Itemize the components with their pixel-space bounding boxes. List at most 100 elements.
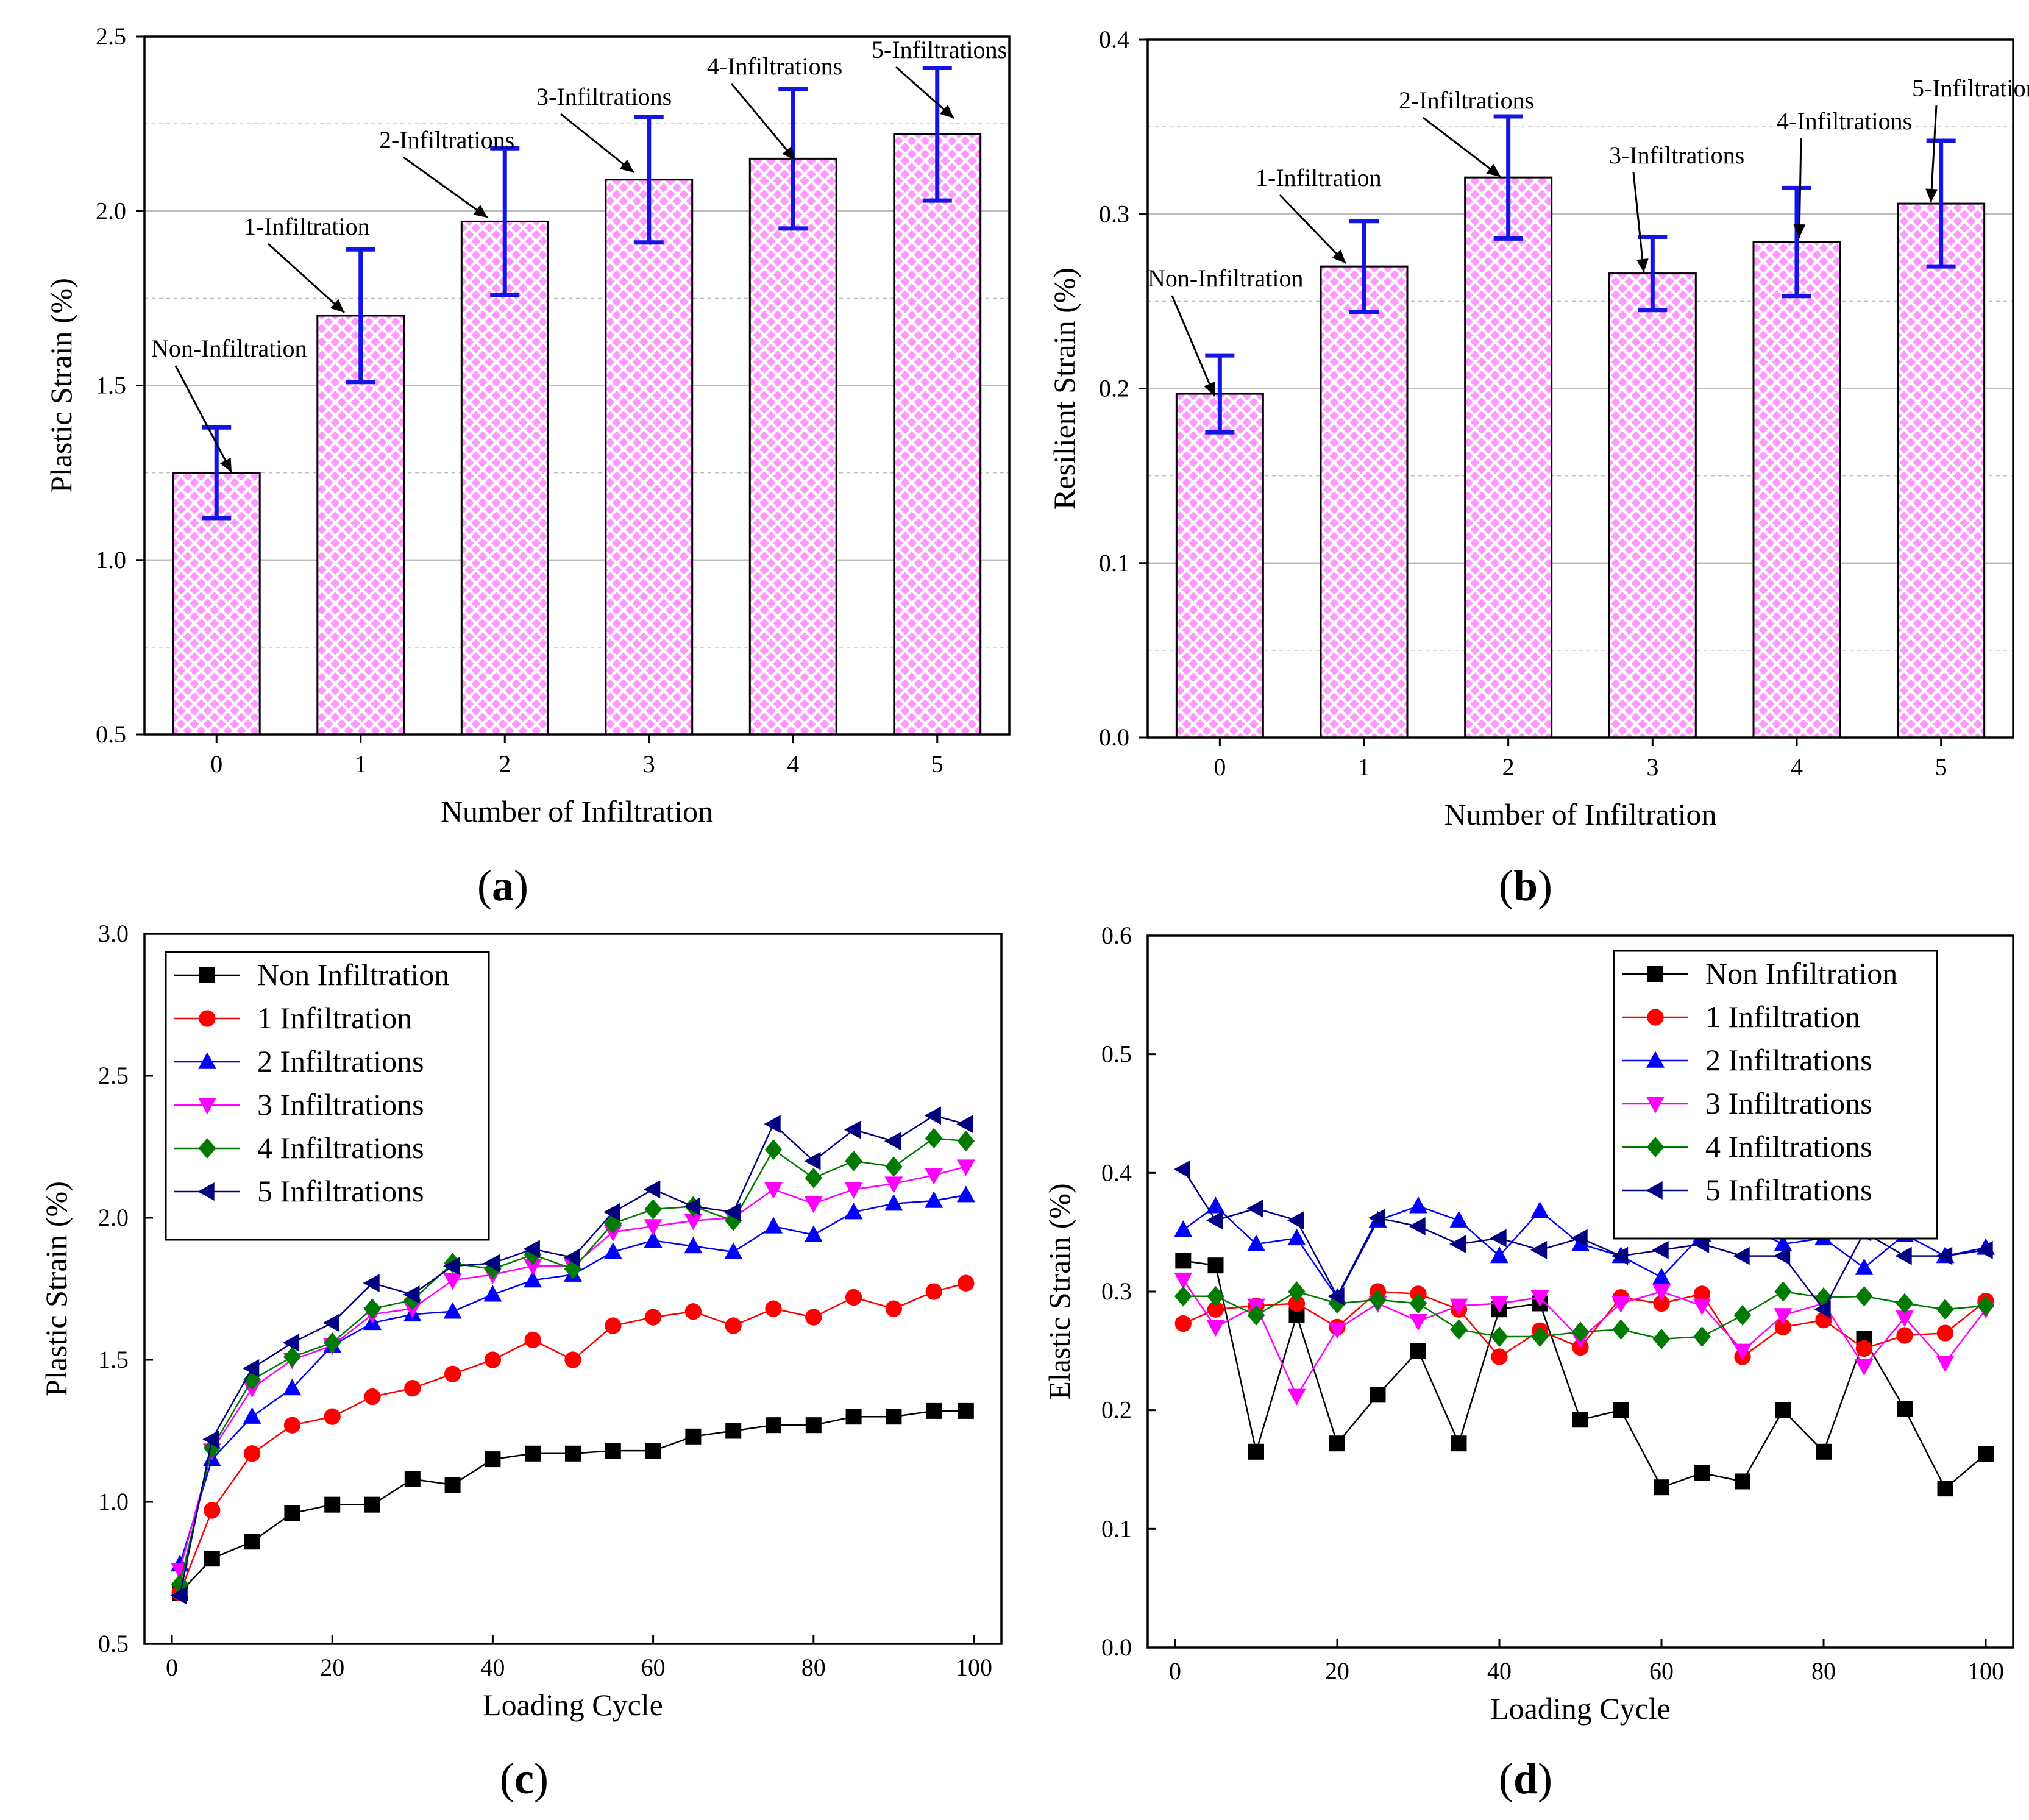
data-point-triangle-left [1368,1209,1385,1228]
y-tick-label: 0.5 [98,1630,129,1657]
data-point-triangle-down [644,1219,663,1236]
data-point-square [565,1445,581,1462]
data-point-triangle-up [884,1194,903,1211]
y-tick-label: 0.1 [1101,1515,1132,1542]
legend-label: Non Infiltration [1705,956,1897,990]
data-point-circle [444,1365,461,1382]
panel-label-b-letter: b [1513,861,1538,910]
data-point-square [1370,1387,1386,1403]
data-point-circle [845,1289,862,1306]
y-tick-label: 0.4 [1101,1159,1132,1186]
data-point-triangle-left [1611,1246,1629,1265]
annotation-arrowhead [330,299,344,313]
data-point-triangle-up [1490,1246,1508,1264]
data-point-triangle-up [724,1242,743,1259]
data-point-diamond [1896,1293,1914,1314]
data-point-diamond [283,1346,301,1368]
y-axis-title: Plastic Strain (%) [39,1181,73,1396]
data-point-diamond [1733,1305,1752,1326]
data-point-circle [958,1274,975,1292]
data-point-diamond [564,1258,582,1279]
data-point-circle [1896,1327,1913,1344]
data-point-triangle-left [1814,1300,1831,1319]
y-tick-label: 2.5 [98,1062,129,1089]
annotation-arrowhead [219,457,232,472]
panel-label-c: (c) [500,1754,549,1803]
data-point-circle [725,1317,742,1334]
data-point-diamond [1855,1285,1873,1307]
annotation-arrow [1279,194,1347,265]
data-point-square [1897,1401,1913,1417]
data-point-square [1410,1343,1426,1359]
data-point-diamond [1247,1305,1265,1326]
data-point-diamond [363,1298,382,1320]
data-point-square [404,1471,421,1487]
panel-label-c-letter: c [514,1754,534,1803]
data-point-square [244,1534,260,1550]
legend-label: 1 Infiltration [257,1001,412,1035]
data-point-circle [324,1408,341,1425]
data-point-triangle-up [198,1052,216,1069]
data-point-square [1248,1443,1264,1460]
bar [1320,265,1409,739]
bar [893,133,982,736]
data-point-square [886,1409,902,1425]
data-point-diamond [171,1574,189,1595]
data-point-triangle-left [683,1197,701,1216]
data-point-square [605,1443,621,1459]
data-point-square [1654,1479,1669,1496]
plot-frame [143,933,1003,1645]
x-tick-label: 0 [166,1654,178,1681]
legend-label: 3 Infiltrations [1705,1086,1872,1120]
annotation-label: 2-Infiltrations [379,126,514,154]
data-point-triangle-up [1206,1196,1225,1214]
data-point-triangle-left [1327,1287,1345,1306]
data-point-square [1451,1435,1467,1452]
y-tick-label: 0.2 [1099,375,1129,402]
data-point-diamond [1936,1299,1954,1320]
annotation-label: 3-Infiltrations [1609,141,1744,169]
panel-label-c-close: ) [534,1754,549,1803]
data-point-triangle-left [1692,1235,1710,1254]
data-point-diamond [644,1199,662,1220]
data-point-diamond [1571,1321,1590,1343]
y-tick-label: 1.0 [98,1488,129,1515]
data-point-triangle-left [443,1257,460,1276]
data-point-circle [1647,1009,1664,1026]
x-tick-label: 40 [1487,1657,1512,1685]
data-point-triangle-left [523,1240,540,1259]
series-line [179,1410,966,1593]
data-point-square [1816,1443,1832,1460]
data-point-square [685,1428,702,1445]
data-point-square [284,1505,300,1521]
data-point-triangle-up [644,1231,663,1248]
data-point-triangle-up [1409,1196,1427,1214]
data-point-square [805,1417,822,1434]
annotation-arrow [1798,138,1802,238]
data-point-triangle-down [1774,1308,1793,1325]
bar [748,157,837,736]
data-point-diamond [1693,1326,1711,1347]
data-point-circle [199,1010,216,1027]
data-point-square [324,1496,341,1513]
data-point-diamond [1652,1328,1671,1349]
legend-label: 4 Infiltrations [1705,1129,1872,1164]
data-point-square [199,967,215,983]
data-point-triangle-down [1652,1284,1671,1301]
panel-label-b-open: ( [1499,861,1513,910]
data-point-triangle-left [483,1254,500,1273]
panel-label-b-close: ) [1538,861,1552,910]
data-point-square [1735,1473,1750,1490]
data-point-triangle-up [483,1285,502,1302]
data-point-triangle-left [644,1180,661,1199]
data-point-diamond [1612,1319,1630,1340]
data-point-triangle-left [1173,1160,1190,1179]
data-point-circle [1855,1340,1873,1357]
data-point-circle [1693,1285,1711,1303]
data-point-diamond [243,1369,261,1390]
data-point-diamond [724,1210,742,1231]
data-point-triangle-up [1530,1201,1549,1218]
y-tick-label: 2.0 [96,197,126,224]
data-point-triangle-left [804,1151,821,1170]
data-point-circle [925,1283,942,1300]
